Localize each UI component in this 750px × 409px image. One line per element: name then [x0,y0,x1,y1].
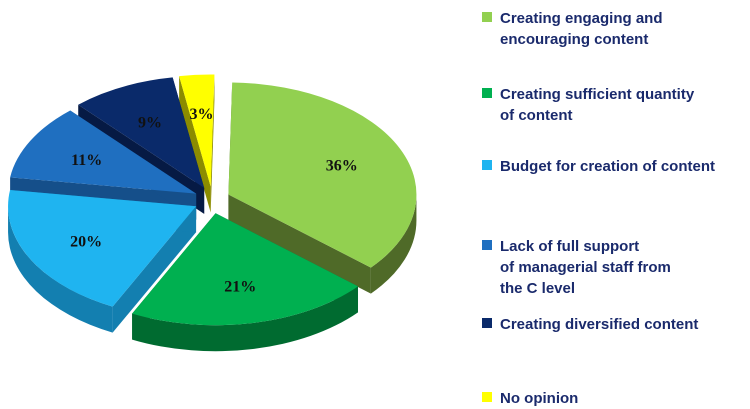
legend-item-diversified-content: Creating diversified content [482,314,698,335]
pie-tops [8,74,417,326]
pie-slice-label: 21% [224,279,256,296]
legend-item-no-opinion: No opinion [482,388,578,409]
pie-slice [78,77,205,188]
legend-item-budget: Budget for creation of content [482,156,715,177]
pie-slice-wall [179,76,211,213]
legend-item-sufficient-quantity: Creating sufficient quantity of content [482,84,694,126]
legend-label: Budget for creation of content [500,158,715,175]
legend-swatch [482,12,492,22]
legend-label: Creating sufficient quantity of content [500,86,695,124]
pie-slice [8,190,197,307]
pie-slice-label: 11% [71,152,102,169]
legend-swatch [482,88,492,98]
legend-label: Creating diversified content [500,316,699,333]
pie-slice-wall [112,206,197,333]
legend-item-managerial-support: Lack of full support of managerial staff… [482,236,671,299]
pie-slice [179,74,215,187]
pie-slice-rim [370,194,417,294]
pie-slice-label: 20% [70,234,102,251]
pie-slice-label: 9% [138,114,162,131]
pie-slice-wall [228,194,371,294]
pie-slice-label: 3% [189,106,213,123]
legend-swatch [482,160,492,170]
pie-slice-label: 36% [326,157,358,174]
pie-slice-rim [132,286,359,352]
pie-chart: 36% 21% 20% 11% 9% 3% [8,74,417,352]
legend-swatch [482,392,492,402]
chart-legend: Creating engaging and encouraging conten… [482,0,750,408]
legend-item-engaging-content: Creating engaging and encouraging conten… [482,8,663,50]
pie-slice-rim [8,206,113,333]
pie-slice [132,213,359,326]
pie-labels: 36% 21% 20% 11% 9% 3% [70,106,358,296]
legend-label: Creating engaging and encouraging conten… [500,10,663,48]
legend-swatch [482,318,492,328]
legend-label: Lack of full support of managerial staff… [500,238,671,297]
legend-swatch [482,240,492,250]
pie-slice [228,82,417,268]
legend-label: No opinion [500,390,579,407]
pie-slice [10,110,197,194]
pie-slice-wall [210,74,215,213]
